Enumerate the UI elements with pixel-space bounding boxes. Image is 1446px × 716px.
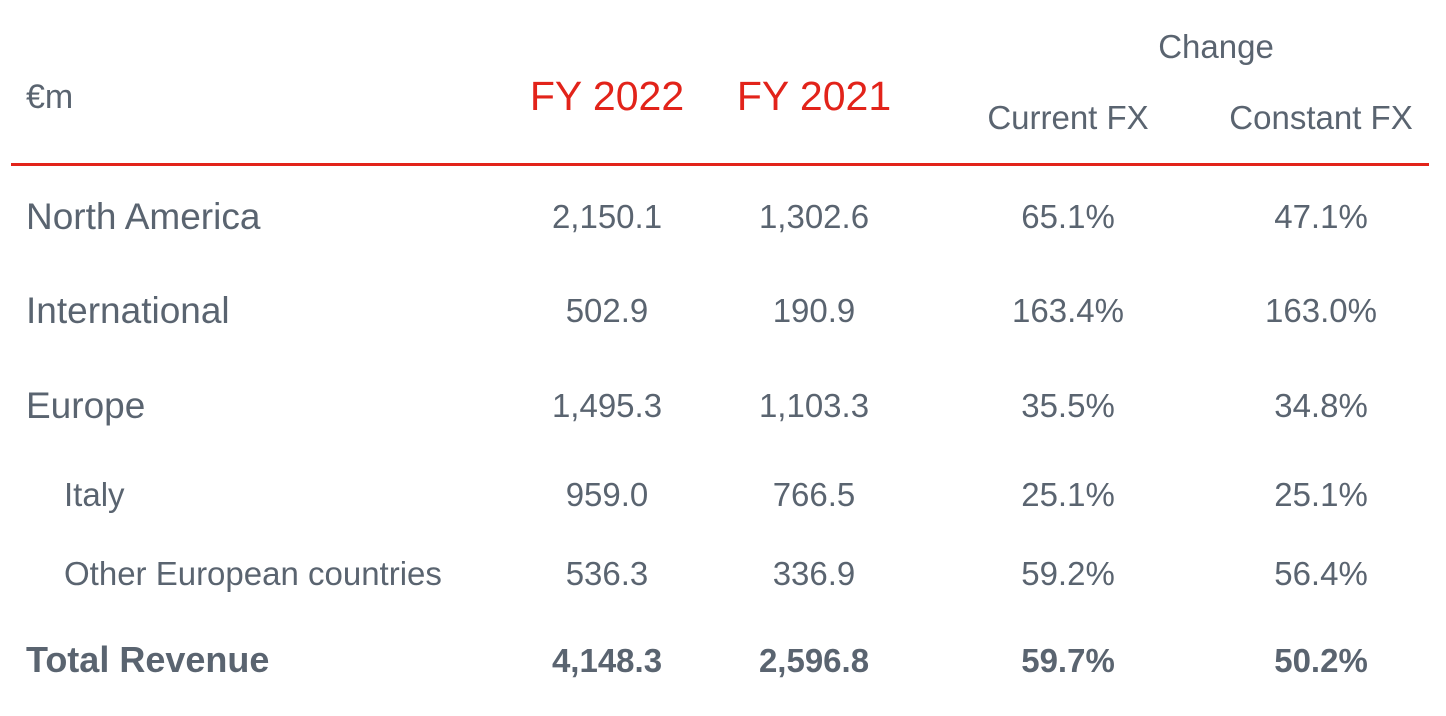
row-label: Other European countries (64, 555, 442, 592)
table-cell: 25.1% (1021, 476, 1115, 513)
row-label: International (26, 290, 230, 331)
row-label: Italy (64, 476, 125, 513)
table-cell: 2,596.8 (758, 642, 870, 679)
table-cell: 163.4% (1012, 292, 1124, 329)
table-cell: 336.9 (772, 555, 856, 592)
row-label: Total Revenue (26, 639, 270, 680)
table-cell: 4,148.3 (551, 642, 663, 679)
table-cell: 56.4% (1274, 555, 1368, 592)
column-header-fy2021: FY 2021 (736, 73, 892, 119)
row-label: Europe (26, 385, 146, 426)
table-cell: 65.1% (1021, 198, 1115, 235)
table-cell: 1,103.3 (758, 387, 870, 424)
column-header-fy2022: FY 2022 (529, 73, 685, 119)
header-divider (11, 163, 1429, 166)
unit-label: €m (26, 78, 74, 116)
table-cell: 59.2% (1021, 555, 1115, 592)
table-cell: 1,302.6 (758, 198, 870, 235)
table-cell: 766.5 (772, 476, 856, 513)
column-header-constant-fx: Constant FX (1229, 99, 1413, 136)
table-cell: 536.3 (565, 555, 649, 592)
table-cell: 163.0% (1265, 292, 1377, 329)
table-cell: 34.8% (1274, 387, 1368, 424)
table-cell: 1,495.3 (551, 387, 663, 424)
table-cell: 50.2% (1274, 642, 1368, 679)
table-cell: 59.7% (1021, 642, 1115, 679)
table-cell: 35.5% (1021, 387, 1115, 424)
change-group-header: Change (1158, 28, 1274, 65)
table-cell: 502.9 (565, 292, 649, 329)
table-cell: 190.9 (772, 292, 856, 329)
table-cell: 959.0 (565, 476, 649, 513)
table-cell: 2,150.1 (551, 198, 663, 235)
row-label: North America (26, 196, 261, 237)
table-cell: 25.1% (1274, 476, 1368, 513)
column-header-current-fx: Current FX (987, 99, 1149, 136)
table-cell: 47.1% (1274, 198, 1368, 235)
